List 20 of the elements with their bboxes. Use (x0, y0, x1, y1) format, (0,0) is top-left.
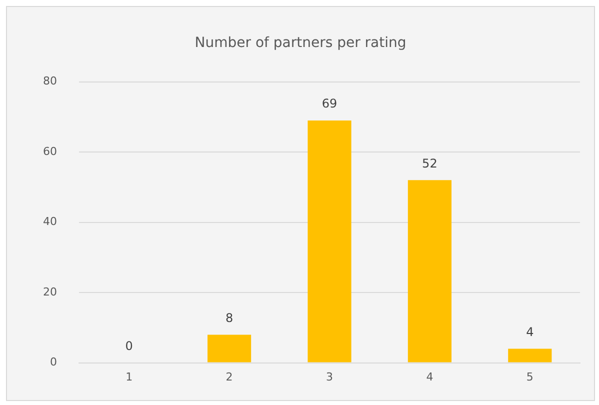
bar (508, 348, 552, 362)
y-tick-label: 40 (42, 215, 57, 228)
bar (408, 180, 452, 362)
data-label: 52 (422, 156, 438, 170)
bar (208, 334, 252, 362)
x-tick-label: 5 (526, 370, 534, 384)
data-label: 8 (225, 310, 234, 325)
data-label: 69 (322, 96, 338, 111)
x-tick-label: 3 (326, 370, 333, 384)
y-tick-label: 60 (42, 144, 57, 158)
y-tick-label: 20 (42, 285, 57, 298)
data-label: 4 (526, 324, 534, 339)
y-tick-label: 80 (42, 74, 57, 88)
chart-title: Number of partners per rating (194, 35, 406, 52)
bar (308, 120, 352, 362)
x-tick-label: 1 (126, 370, 133, 384)
y-tick-label: 0 (50, 356, 57, 369)
x-tick-label: 2 (226, 370, 233, 384)
data-label: 0 (125, 338, 133, 353)
x-tick-label: 4 (426, 370, 434, 384)
